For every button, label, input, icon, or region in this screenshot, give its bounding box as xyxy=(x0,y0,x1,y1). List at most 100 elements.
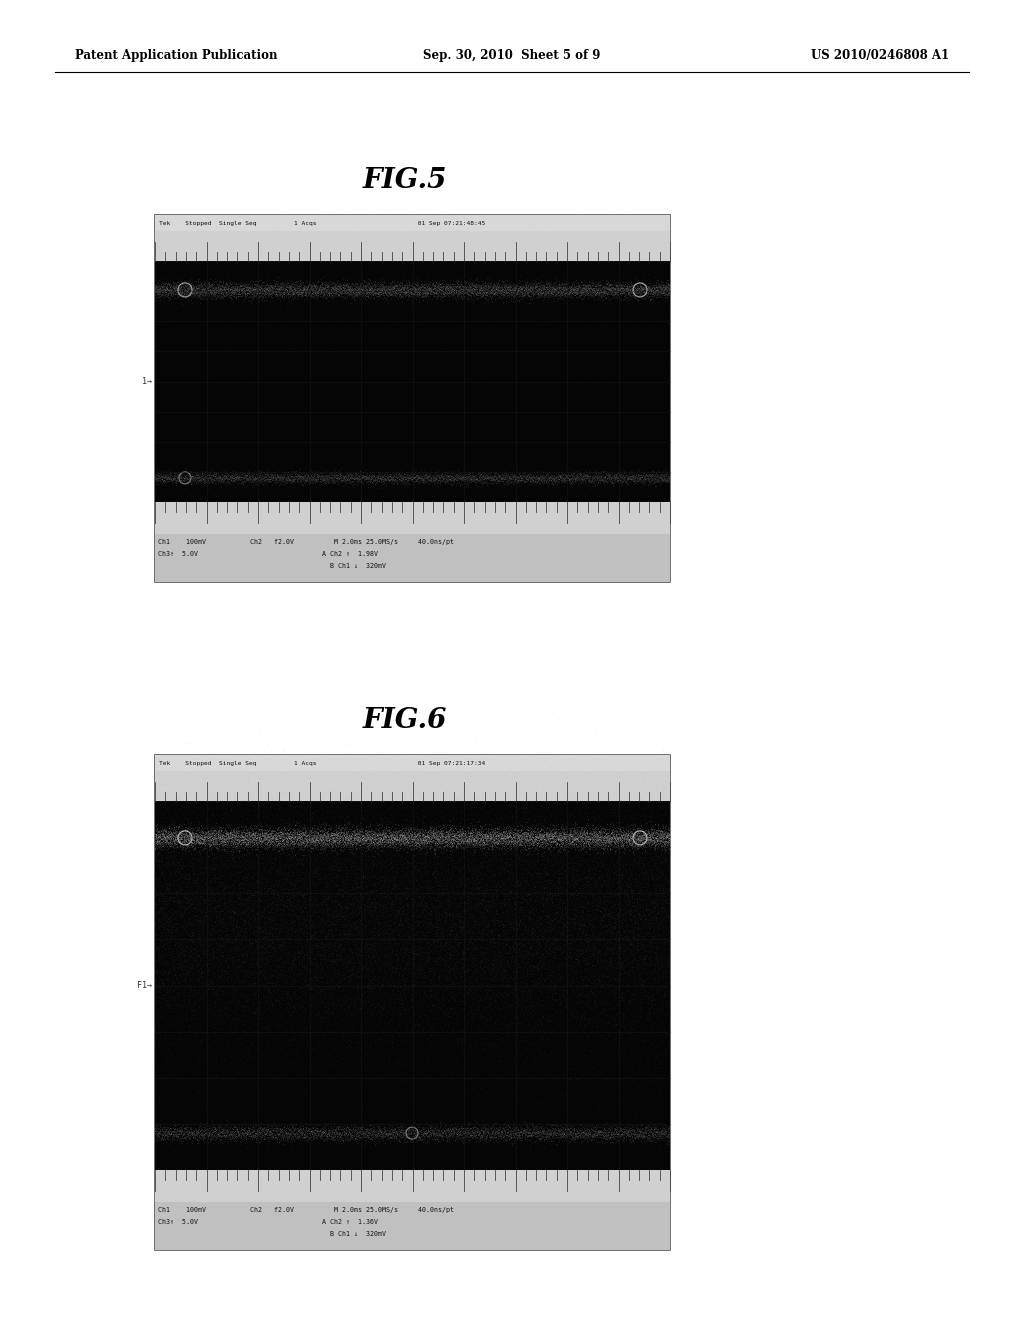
Point xyxy=(165,916,181,937)
Point xyxy=(486,821,503,842)
Point xyxy=(306,282,323,304)
Point xyxy=(478,895,495,916)
Point xyxy=(408,833,424,854)
Point xyxy=(219,954,236,975)
Point xyxy=(386,828,402,849)
Point xyxy=(313,471,330,492)
Point xyxy=(513,279,529,300)
Point xyxy=(315,937,332,958)
Point xyxy=(153,469,169,490)
Point xyxy=(290,832,306,853)
Point xyxy=(240,822,256,843)
Point xyxy=(523,280,540,301)
Point xyxy=(470,275,486,296)
Point xyxy=(626,279,642,300)
Point xyxy=(381,469,397,490)
Point xyxy=(230,465,247,486)
Point xyxy=(190,1121,207,1142)
Point xyxy=(608,766,625,787)
Point xyxy=(410,824,426,845)
Point xyxy=(254,272,270,293)
Point xyxy=(300,1119,316,1140)
Point xyxy=(433,973,450,994)
Point xyxy=(438,977,455,998)
Point xyxy=(322,1125,338,1146)
Point xyxy=(465,904,481,925)
Point xyxy=(459,1125,475,1146)
Point xyxy=(457,837,473,858)
Point xyxy=(557,285,573,306)
Point xyxy=(179,465,196,486)
Point xyxy=(522,1125,539,1146)
Point xyxy=(388,916,404,937)
Point xyxy=(330,828,346,849)
Point xyxy=(578,279,594,300)
Point xyxy=(328,829,344,850)
Point xyxy=(245,279,261,300)
Point xyxy=(470,1123,486,1144)
Point xyxy=(279,1125,295,1146)
Point xyxy=(480,825,497,846)
Point xyxy=(293,822,309,843)
Point xyxy=(601,1125,617,1146)
Point xyxy=(240,830,256,851)
Point xyxy=(543,828,559,849)
Point xyxy=(522,467,539,488)
Point xyxy=(451,276,467,297)
Point xyxy=(339,952,355,973)
Point xyxy=(356,829,373,850)
Point xyxy=(447,829,464,850)
Point xyxy=(199,284,215,305)
Point xyxy=(216,915,232,936)
Point xyxy=(346,833,362,854)
Point xyxy=(147,810,164,832)
Point xyxy=(241,829,257,850)
Point xyxy=(401,279,418,300)
Point xyxy=(515,979,531,1001)
Point xyxy=(183,466,200,487)
Point xyxy=(462,797,478,818)
Point xyxy=(552,836,568,857)
Point xyxy=(618,873,635,894)
Point xyxy=(365,826,381,847)
Point xyxy=(303,808,319,829)
Point xyxy=(660,953,677,974)
Point xyxy=(386,1122,402,1143)
Point xyxy=(256,285,272,306)
Point xyxy=(639,958,655,979)
Point xyxy=(314,284,331,305)
Point xyxy=(566,828,583,849)
Point xyxy=(561,281,578,302)
Point xyxy=(249,871,265,892)
Point xyxy=(288,989,304,1010)
Point xyxy=(465,276,481,297)
Point xyxy=(393,944,410,965)
Point xyxy=(176,345,193,366)
Point xyxy=(515,467,531,488)
Point xyxy=(513,465,529,486)
Point xyxy=(477,825,494,846)
Point xyxy=(179,945,196,966)
Point xyxy=(563,474,580,495)
Point xyxy=(360,1125,377,1146)
Point xyxy=(290,1126,306,1147)
Point xyxy=(336,825,352,846)
Point xyxy=(622,1125,638,1146)
Point xyxy=(512,820,528,841)
Point xyxy=(366,280,382,301)
Point xyxy=(280,871,296,892)
Point xyxy=(408,1119,424,1140)
Point xyxy=(660,289,677,310)
Point xyxy=(593,821,609,842)
Point xyxy=(570,832,587,853)
Point xyxy=(346,470,362,491)
Point xyxy=(523,275,540,296)
Point xyxy=(273,854,290,875)
Point xyxy=(564,937,581,958)
Point xyxy=(222,281,239,302)
Point xyxy=(209,1123,225,1144)
Point xyxy=(646,1123,663,1144)
Point xyxy=(614,279,631,300)
Point xyxy=(236,277,252,298)
Point xyxy=(174,958,190,979)
